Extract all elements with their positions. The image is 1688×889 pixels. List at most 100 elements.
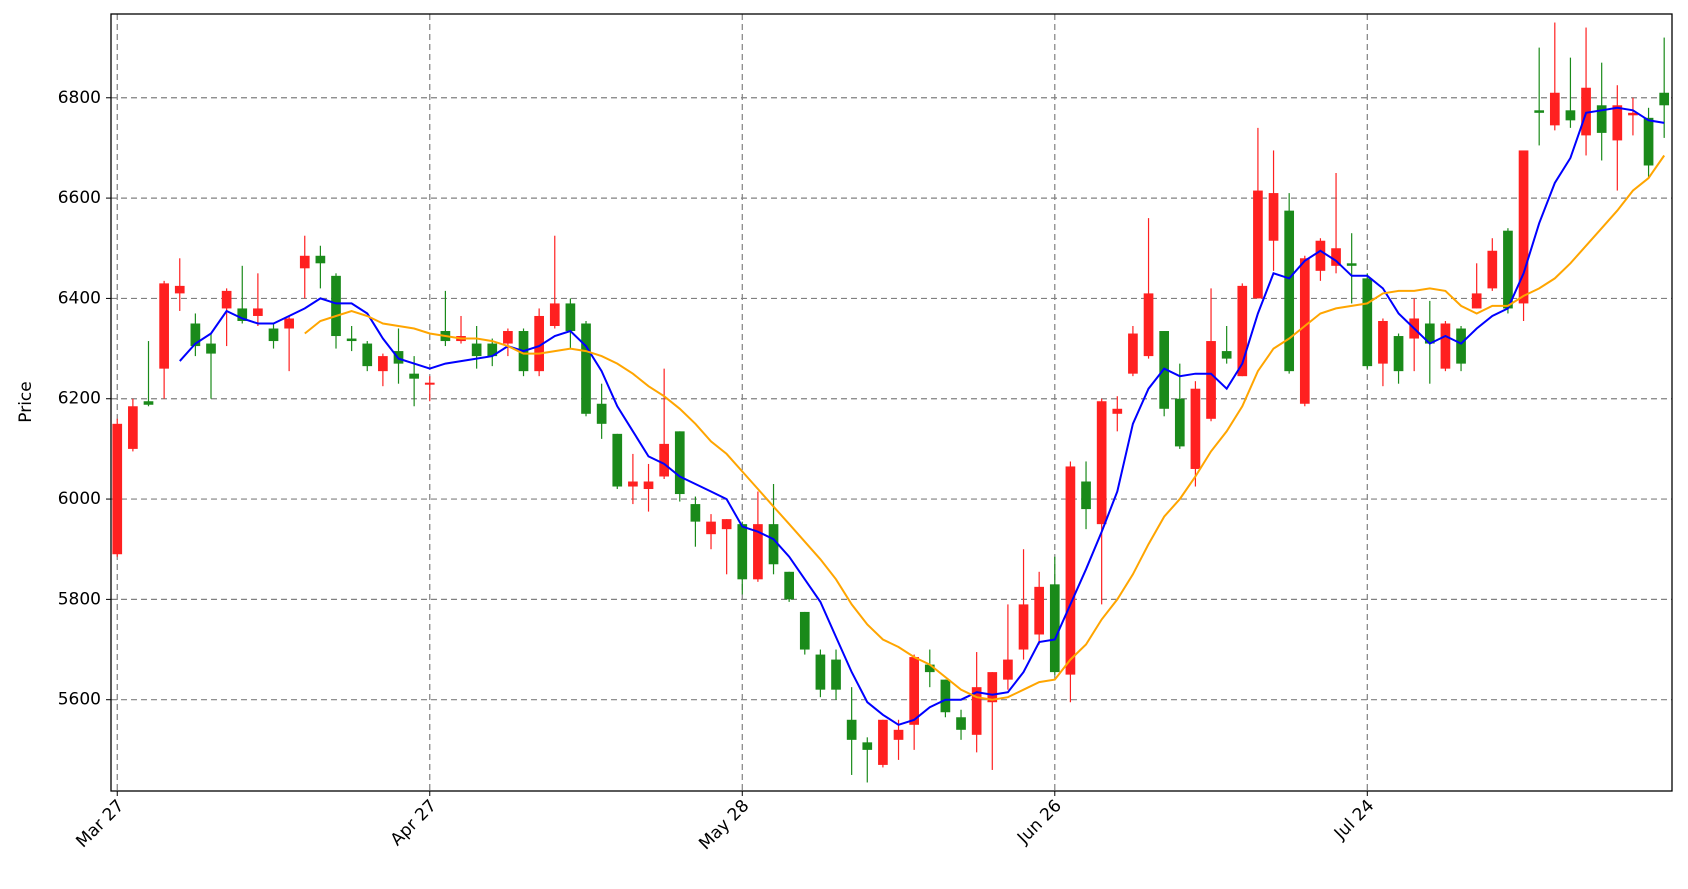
candle-body — [1206, 341, 1216, 419]
x-tick-label: Jun 26 — [1013, 796, 1066, 849]
candle-body — [1581, 87, 1591, 136]
candle-body — [628, 481, 638, 487]
candle-body — [784, 571, 794, 600]
candle-body — [1393, 336, 1404, 372]
candle-body — [659, 443, 669, 477]
candle-body — [299, 255, 310, 269]
candle-body — [1440, 323, 1451, 369]
candle-body — [1221, 351, 1232, 359]
candle-body — [799, 611, 810, 650]
candle-body — [1049, 584, 1060, 673]
candle-body — [1346, 263, 1357, 266]
x-tick-label: May 28 — [695, 796, 753, 854]
candle-body — [1237, 285, 1248, 377]
candle-body — [1456, 328, 1466, 364]
candle-body — [1549, 92, 1560, 126]
candle-body — [174, 285, 185, 294]
candle-body — [1065, 466, 1076, 675]
y-tick-label: 5600 — [58, 690, 101, 710]
candle-body — [159, 283, 169, 369]
moving-average-line — [179, 106, 1665, 726]
candle-body — [315, 255, 326, 264]
candle-body — [1315, 240, 1326, 271]
candle-body — [190, 323, 201, 347]
candle-body — [471, 343, 482, 357]
candle-body — [1487, 250, 1498, 289]
candle-body — [1331, 248, 1341, 266]
candle-body — [737, 524, 748, 580]
candle-body — [253, 308, 263, 316]
candle-body — [221, 290, 232, 309]
candle-body — [956, 717, 966, 730]
candle-body — [503, 331, 513, 344]
candle-body — [1299, 258, 1310, 404]
candle-body — [721, 519, 732, 530]
candle-body — [768, 524, 779, 565]
candle-body — [862, 742, 873, 750]
candle-body — [237, 308, 248, 321]
candle-body — [1643, 117, 1654, 166]
candle-body — [690, 504, 701, 522]
candle-body — [1596, 105, 1607, 133]
candle-body — [331, 275, 341, 337]
candle-body — [924, 664, 935, 673]
candle-body — [753, 524, 763, 580]
candle-body — [534, 315, 544, 372]
candle-body — [268, 328, 279, 342]
plot-area — [111, 14, 1672, 791]
candle-body — [143, 401, 154, 405]
candle-body — [1284, 210, 1295, 372]
candle-body — [596, 403, 607, 424]
candle-body — [112, 423, 123, 555]
y-tick-label: 6400 — [58, 288, 101, 308]
x-tick-label: Mar 27 — [72, 796, 128, 852]
candle-body — [284, 318, 294, 329]
candle-body — [424, 382, 435, 385]
candle-body — [940, 679, 951, 713]
candle-body — [128, 406, 138, 449]
candle-body — [674, 431, 685, 495]
candle-body — [565, 303, 576, 332]
candle-body — [362, 343, 373, 367]
y-tick-label: 6000 — [58, 489, 101, 509]
candle-body — [1003, 659, 1013, 680]
candle-body — [706, 521, 716, 535]
candle-body — [1174, 398, 1185, 447]
candle-body — [1471, 293, 1482, 309]
y-tick-label: 5800 — [58, 589, 101, 609]
candle-body — [1112, 408, 1123, 414]
candle-body — [643, 481, 654, 490]
candle-body — [1612, 105, 1623, 141]
candle-body — [549, 303, 560, 327]
candle-body — [846, 719, 857, 740]
candle-body — [831, 659, 841, 690]
candle-body — [1268, 193, 1279, 241]
candle-body — [1659, 92, 1670, 106]
candle-body — [1143, 293, 1154, 357]
candle-body — [346, 338, 357, 342]
candle-body — [1128, 333, 1138, 374]
x-tick-label: Apr 27 — [387, 796, 441, 850]
candle-body — [1518, 150, 1529, 304]
y-tick-label: 6200 — [58, 389, 101, 409]
candle-body — [1190, 388, 1201, 469]
candle-body — [612, 433, 623, 487]
candle-body — [581, 323, 591, 414]
candle-body — [815, 654, 826, 690]
candle-body — [1081, 481, 1091, 510]
candle-body — [1534, 110, 1545, 113]
candle-body — [909, 657, 920, 725]
candle-body — [378, 356, 388, 372]
candle-body — [987, 672, 998, 703]
candle-body — [1424, 323, 1435, 344]
candle-body — [971, 687, 982, 735]
y-tick-label: 6800 — [58, 88, 101, 108]
candle-body — [1565, 110, 1576, 121]
y-axis-label: Price — [16, 381, 36, 422]
x-tick-label: Jul 24 — [1330, 796, 1378, 844]
candle-body — [1018, 604, 1029, 650]
candle-body — [1096, 401, 1107, 525]
candle-body — [409, 373, 419, 379]
candle-body — [1378, 320, 1388, 364]
